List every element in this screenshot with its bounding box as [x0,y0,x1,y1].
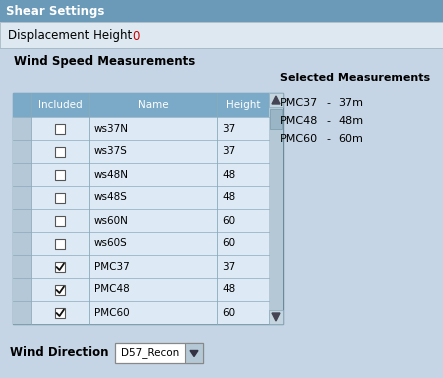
Bar [13,232,31,255]
Bar [0,0,443,22]
Bar [31,186,269,209]
Text: 37m: 37m [338,98,363,108]
Text: 37: 37 [222,147,235,156]
Bar [115,343,203,363]
Text: PMC60: PMC60 [94,307,130,318]
Text: Displacement Height: Displacement Height [8,29,132,42]
Bar [31,163,269,186]
Text: 48m: 48m [338,116,363,126]
Polygon shape [190,350,198,356]
Bar [13,93,269,117]
Bar [13,278,31,301]
Bar [55,192,65,203]
Text: Selected Measurements: Selected Measurements [280,73,430,83]
Bar [55,147,65,156]
Bar [31,209,269,232]
Bar [55,239,65,248]
Bar [13,163,31,186]
Bar [270,109,282,129]
Bar [31,140,269,163]
Text: 48: 48 [222,285,235,294]
Polygon shape [272,313,280,321]
Text: -: - [326,116,330,126]
Text: PMC60: PMC60 [280,134,318,144]
Text: ws60S: ws60S [94,239,128,248]
Bar [31,278,269,301]
Text: 0: 0 [132,29,140,42]
Text: 48: 48 [222,192,235,203]
Bar [13,117,31,140]
Text: PMC48: PMC48 [280,116,319,126]
Text: Height: Height [226,100,260,110]
Text: 60m: 60m [338,134,363,144]
Bar [269,93,283,107]
Text: Wind Direction: Wind Direction [10,347,109,359]
Text: Included: Included [38,100,82,110]
Bar [55,169,65,180]
Text: 48: 48 [222,169,235,180]
Bar [31,232,269,255]
Text: ws37S: ws37S [94,147,128,156]
Text: PMC37: PMC37 [280,98,318,108]
Bar [31,255,269,278]
Text: ws48S: ws48S [94,192,128,203]
Text: Name: Name [138,100,168,110]
Text: 37: 37 [222,124,235,133]
Bar [13,140,31,163]
Bar [55,285,65,294]
Text: -: - [326,134,330,144]
Text: Wind Speed Measurements: Wind Speed Measurements [14,56,195,68]
Text: Shear Settings: Shear Settings [6,6,105,19]
Bar [31,301,269,324]
Bar [13,255,31,278]
Text: -: - [326,98,330,108]
Bar [55,307,65,318]
Polygon shape [272,96,280,104]
Text: 60: 60 [222,215,235,226]
Bar [269,310,283,324]
Text: PMC48: PMC48 [94,285,130,294]
Text: ws37N: ws37N [94,124,129,133]
Bar [0,22,443,48]
Text: PMC37: PMC37 [94,262,130,271]
Text: ws48N: ws48N [94,169,129,180]
Bar [13,93,283,324]
Bar [31,117,269,140]
Text: ws60N: ws60N [94,215,129,226]
Text: 37: 37 [222,262,235,271]
Text: D57_Recon: D57_Recon [121,347,179,358]
Bar [55,124,65,133]
Text: 60: 60 [222,307,235,318]
Bar [55,262,65,271]
Bar [13,186,31,209]
Bar [13,209,31,232]
Text: 60: 60 [222,239,235,248]
Bar [185,343,203,363]
Bar [55,215,65,226]
Bar [269,93,283,324]
Bar [13,301,31,324]
